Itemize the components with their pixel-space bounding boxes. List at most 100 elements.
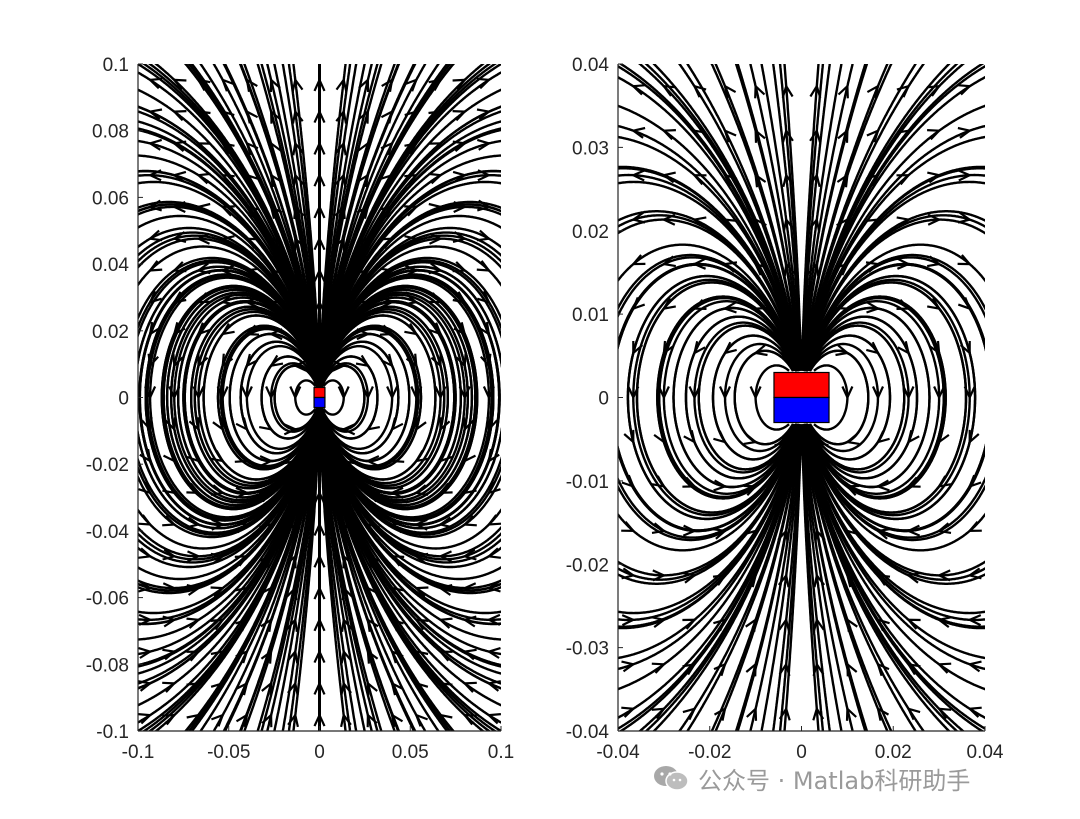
field-line-136 <box>294 379 317 416</box>
field-arrow <box>259 522 274 536</box>
field-line-138 <box>190 305 320 490</box>
field-arrow <box>906 662 921 676</box>
field-arrow <box>809 83 822 99</box>
y-tick-label: -0.02 <box>86 455 129 476</box>
field-arrow <box>486 680 501 692</box>
field-arrow <box>390 681 404 696</box>
field-line-117 <box>228 332 320 463</box>
field-arrow <box>723 128 737 143</box>
field-arrow <box>404 323 419 336</box>
y-tick-label: -0.08 <box>86 655 129 676</box>
field-line-64 <box>618 423 800 615</box>
field-arrow <box>967 614 982 627</box>
field-arrow <box>682 572 698 584</box>
field-arrow <box>414 681 429 695</box>
field-arrow <box>781 83 794 99</box>
field-arrow <box>455 353 467 369</box>
field-line-166 <box>804 424 985 581</box>
field-line-187 <box>318 64 347 386</box>
field-line-97 <box>183 301 320 494</box>
field-arrow <box>722 341 737 355</box>
field-line-111 <box>138 408 320 581</box>
field-arrow <box>138 514 153 526</box>
x-tick-label: -0.05 <box>207 742 250 763</box>
field-line-96 <box>219 326 319 469</box>
field-arrow <box>269 109 282 124</box>
field-arrow <box>413 618 429 631</box>
field-arrow <box>871 386 885 401</box>
field-arrow <box>906 618 921 630</box>
x-tick-label: 0.04 <box>967 742 1004 763</box>
field-arrow <box>486 580 501 593</box>
field-line-164 <box>803 424 985 671</box>
y-tick-label: 0.02 <box>572 222 609 243</box>
field-arrow <box>630 169 645 182</box>
field-arrow <box>366 681 378 696</box>
field-arrow <box>292 359 307 372</box>
field-line-146 <box>292 64 321 386</box>
field-arrow <box>875 528 891 540</box>
field-arrow <box>244 237 260 249</box>
field-arrow <box>291 77 304 92</box>
field-arrow <box>244 173 259 187</box>
field-arrow <box>244 205 259 218</box>
field-arrow <box>244 267 259 280</box>
field-arrow <box>269 77 281 93</box>
field-arrow <box>138 547 153 559</box>
field-arrow <box>172 291 187 304</box>
field-line-137 <box>273 364 319 431</box>
field-arrow <box>245 353 259 368</box>
field-line-299 <box>319 408 501 550</box>
field-line-305 <box>319 268 501 527</box>
field-arrow <box>967 567 982 580</box>
field-line-120 <box>138 110 320 386</box>
field-line-78 <box>760 424 802 731</box>
field-arrow <box>927 255 942 268</box>
field-arrow <box>452 231 468 243</box>
field-arrow <box>876 706 890 721</box>
field-arrow <box>235 618 249 632</box>
field-line-77 <box>772 424 803 731</box>
field-arrow <box>197 353 209 369</box>
field-line-69 <box>656 296 798 499</box>
field-arrow <box>413 586 429 598</box>
field-arrow <box>630 254 646 266</box>
y-tick-label: -0.06 <box>86 589 129 610</box>
field-arrow <box>210 552 226 565</box>
field-arrow <box>927 171 942 184</box>
field-line-307 <box>319 245 501 387</box>
field-arrow <box>754 83 766 99</box>
field-line-308 <box>319 226 501 387</box>
y-tick-label: 0.06 <box>92 188 129 209</box>
field-arrow <box>963 386 976 401</box>
field-line-126 <box>807 334 892 461</box>
field-arrow <box>366 712 378 728</box>
field-arrow <box>380 109 394 124</box>
field-arrow <box>355 354 371 368</box>
field-arrow <box>172 353 184 369</box>
field-arrow <box>284 490 297 505</box>
field-line-28 <box>618 104 800 371</box>
field-arrow <box>902 386 915 401</box>
field-arrow <box>476 199 492 212</box>
field-line-49 <box>618 423 799 542</box>
field-arrow <box>405 353 418 368</box>
field-line-131 <box>238 408 321 731</box>
field-arrow <box>692 341 706 356</box>
field-line-304 <box>319 274 493 521</box>
y-tick-label: -0.03 <box>566 639 609 660</box>
field-arrow <box>713 618 727 632</box>
y-tick-label: 0.04 <box>92 255 129 276</box>
field-arrow <box>812 661 825 677</box>
field-line-172 <box>804 263 985 532</box>
field-arrow <box>784 351 799 365</box>
field-arrow <box>846 661 858 677</box>
field-line-310 <box>319 174 501 387</box>
field-arrow <box>753 306 768 319</box>
field-arrow <box>661 213 676 226</box>
field-arrow <box>269 204 283 219</box>
field-line-229 <box>318 64 400 388</box>
field-arrow <box>621 660 636 673</box>
field-arrow <box>453 200 468 213</box>
field-arrow <box>927 129 942 141</box>
